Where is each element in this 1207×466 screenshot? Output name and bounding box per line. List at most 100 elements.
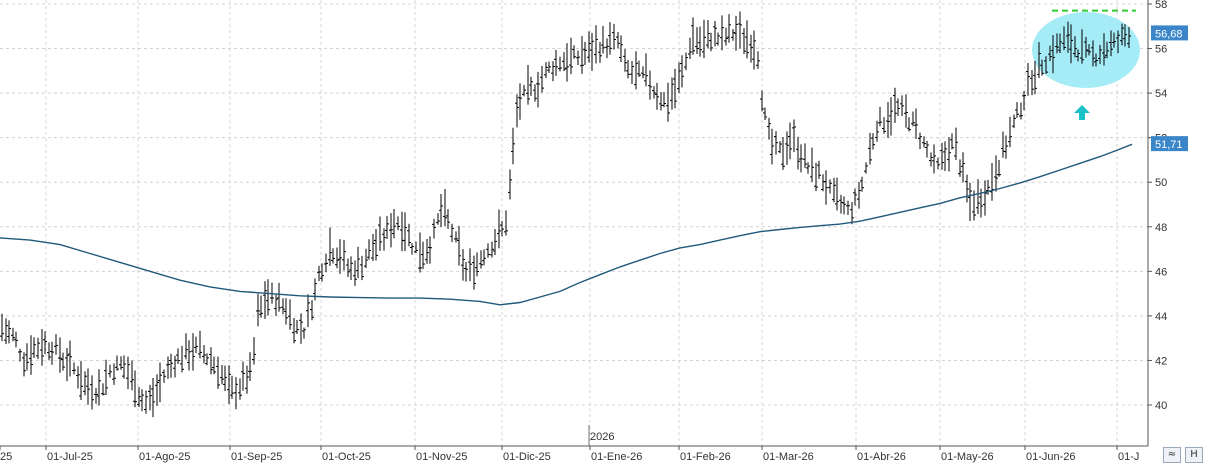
price-bar [349,256,353,280]
price-bar [742,28,746,54]
price-bar [61,352,65,371]
price-bar [860,176,864,192]
price-bar [36,337,40,360]
price-bar [212,356,216,375]
price-bar [918,132,922,150]
price-bar [238,378,242,400]
price-bar [148,384,152,411]
price-bar [353,260,357,286]
price-bar [1044,56,1048,74]
price-bar [29,335,33,375]
price-bar [709,32,713,52]
price-bar [760,90,764,112]
price-bar [256,293,260,327]
year-label: 2026 [590,431,614,443]
price-bar [680,55,684,88]
price-bar [14,331,18,348]
price-bar [378,216,382,251]
price-bar [616,31,620,49]
price-bar [72,362,76,375]
price-bar [630,60,634,85]
price-bar [310,300,314,321]
price-bar [94,388,98,404]
price-bar [83,371,87,396]
price-bar [68,340,72,377]
price-bar [583,41,587,65]
up-arrow-icon [1074,105,1090,120]
price-bar [284,298,288,325]
price-bar [526,64,530,105]
price-bar [724,27,728,46]
price-bar [536,71,540,108]
price-bar [126,356,130,390]
price-bar [774,131,778,155]
price-bar [436,213,440,225]
price-bar [684,52,688,71]
price-bar [608,22,612,55]
price-bar [727,14,731,43]
price-bar [835,177,839,211]
y-tick-label: 48 [1155,222,1167,234]
price-bar [925,140,929,158]
price-bar [587,31,591,63]
price-bar [670,77,674,110]
y-axis-ticks: 40424446485052545658 [1148,0,1167,412]
price-bar [382,228,386,251]
price-bar [756,51,760,69]
price-bar [130,360,134,391]
save-icon[interactable]: H [1185,447,1203,463]
price-bar [1012,114,1016,129]
price-bar [7,320,11,344]
price-bar [1008,116,1012,148]
price-bar [274,294,278,316]
price-bar [86,368,90,405]
price-bar [691,17,695,55]
price-bar [227,365,231,404]
price-bar [439,194,443,228]
price-bar [1098,44,1102,64]
price-bar [205,353,209,366]
price-bar [950,133,954,150]
price-bar [1080,29,1084,64]
price-bar [1069,24,1073,64]
price-bar [490,241,494,258]
price-bar [929,152,933,167]
price-bar [986,179,990,195]
price-bar [1048,45,1052,62]
price-bar [194,336,198,353]
price-bar [522,84,526,97]
price-bar [788,122,792,160]
price-bar [695,27,699,54]
price-bar [421,241,425,270]
price-bar [554,49,558,76]
price-bar [288,299,292,330]
price-bar [115,355,119,371]
price-bar [302,327,306,339]
price-bar [1033,60,1037,95]
price-bar [983,180,987,216]
price-bar [425,238,429,264]
price-bar [504,210,508,236]
price-bar [25,343,29,371]
price-bar [997,159,1001,177]
price-bar [475,252,479,277]
price-bar [184,333,188,360]
price-bar [295,319,299,334]
price-bar [1055,33,1059,54]
price-bar [90,375,94,410]
price-bar [338,239,342,274]
price-bar [842,196,846,215]
price-bar [144,390,148,414]
price-bar [364,248,368,269]
price-bar [241,361,245,391]
price-bar [965,174,969,203]
price-bar [968,182,972,221]
zoom-icon[interactable]: ≈ [1163,447,1181,463]
x-tick-label: 01-Jul-25 [47,451,93,463]
price-bar [385,215,389,239]
price-bar [191,333,195,371]
price-bar [767,117,771,140]
price-bar [940,142,944,170]
x-tick-label: 01-Ene-26 [591,451,642,463]
price-bar [1105,41,1109,59]
